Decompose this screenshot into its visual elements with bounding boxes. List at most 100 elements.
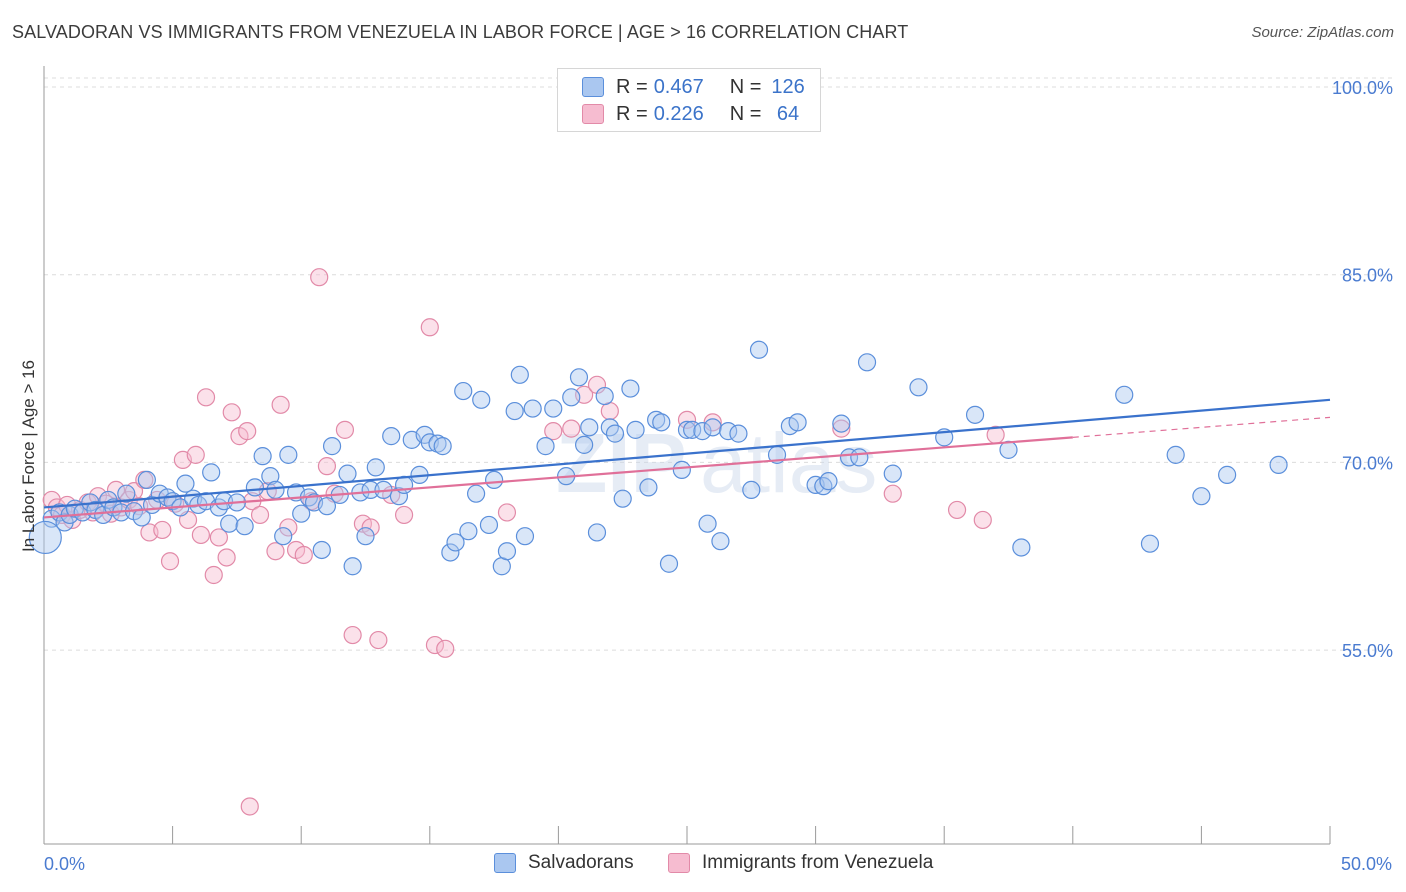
venezuela-point — [394, 505, 414, 525]
salvadoran-point — [613, 489, 632, 508]
salvadoran-point — [814, 477, 833, 496]
salvadoran-point — [1166, 445, 1185, 464]
salvadoran-point — [850, 448, 869, 467]
venezuela-trend-extension — [1072, 416, 1331, 438]
venezuela-point — [160, 552, 180, 571]
venezuela-point — [186, 445, 205, 464]
venezuela-point — [420, 318, 439, 337]
venezuela-trend-line — [43, 436, 1073, 519]
y-tick-label-100: 100.0% — [1332, 78, 1393, 98]
salvadoran-point — [292, 504, 311, 523]
venezuela-point — [562, 419, 581, 438]
chart-title: SALVADORAN VS IMMIGRANTS FROM VENEZUELA … — [12, 22, 909, 42]
salvadoran-point — [626, 420, 645, 439]
legend-row-salvadorans: R = 0.467 N = 126 — [582, 75, 805, 99]
venezuela-point — [196, 388, 216, 407]
salvadoran-point — [857, 353, 877, 372]
salvadoran-point — [117, 484, 136, 503]
salvadoran-point — [505, 401, 524, 421]
salvadoran-point — [446, 533, 465, 552]
salvadoran-point — [652, 413, 671, 432]
legend-n-value-2: 64 — [771, 102, 800, 125]
salvadoran-point — [266, 480, 285, 500]
salvadoran-point — [909, 378, 928, 397]
venezuela-point — [973, 510, 992, 530]
venezuela-point — [250, 505, 270, 525]
series-label-salvadorans: Salvadorans — [528, 852, 634, 873]
venezuela-point — [310, 268, 329, 287]
salvadoran-point — [245, 478, 265, 497]
salvadoran-point — [454, 381, 473, 401]
x-tick-label-max: 50.0% — [1341, 854, 1392, 874]
venezuela-point — [238, 422, 257, 441]
venezuela-point — [317, 457, 337, 476]
salvadoran-point — [479, 515, 499, 535]
trend-lines — [43, 398, 1331, 519]
salvadoran-point — [433, 437, 452, 456]
salvadoran-point — [274, 527, 293, 546]
legend-n-label-2: N = — [729, 102, 762, 125]
salvadoran-point — [137, 470, 156, 490]
salvadoran-point — [639, 478, 658, 497]
salvadoran-point — [1192, 487, 1211, 506]
tick-labels: 55.0% 70.0% 85.0% 100.0% 0.0% 50.0% — [44, 78, 1393, 874]
salvadoran-point — [742, 480, 761, 500]
salvadoran-point — [832, 414, 851, 433]
salvadoran-point — [819, 472, 838, 491]
legend-r-value-1: 0.467 — [653, 75, 704, 98]
y-tick-label-70: 70.0% — [1342, 453, 1393, 473]
series-legend: Salvadorans Immigrants from Venezuela — [0, 852, 1406, 878]
legend-r-label-2: R = — [616, 102, 648, 125]
venezuela-point — [222, 403, 241, 422]
venezuela-points — [42, 268, 1005, 816]
salvadoran-point — [883, 464, 902, 483]
venezuela-point — [153, 520, 172, 540]
salvadoran-trend-line — [43, 398, 1331, 509]
salvadoran-point — [253, 447, 272, 466]
venezuela-point — [279, 518, 298, 537]
salvadoran-point — [312, 540, 331, 560]
y-tick-label-55: 55.0% — [1342, 641, 1393, 661]
salvadoran-point — [510, 365, 529, 384]
legend-n-label-1: N = — [729, 75, 762, 98]
correlation-legend: R = 0.467 N = 126 R = 0.226 N = 64 — [557, 68, 821, 132]
venezuela-point — [240, 797, 259, 816]
legend-row-venezuela: R = 0.226 N = 64 — [582, 102, 799, 126]
venezuela-point — [677, 410, 697, 429]
salvadoran-point — [659, 554, 679, 573]
salvadoran-point — [382, 427, 401, 446]
salvadoran-point — [677, 420, 697, 439]
salvadoran-point — [965, 405, 985, 424]
salvadoran-point — [485, 470, 504, 490]
venezuela-point — [832, 419, 851, 438]
salvadoran-point — [497, 542, 517, 561]
salvadoran-point — [569, 368, 589, 387]
series-legend-salvadorans: Salvadorans — [494, 852, 634, 874]
salvadoran-point — [261, 467, 280, 486]
salvadoran-point — [1115, 385, 1134, 404]
venezuela-point — [204, 565, 223, 585]
salvadoran-point — [317, 497, 337, 516]
venezuela-point — [294, 545, 313, 565]
venezuela-point — [497, 503, 517, 522]
series-swatch-blue — [494, 853, 516, 873]
salvadoran-point — [28, 520, 62, 555]
salvadoran-point — [176, 474, 195, 493]
salvadoran-point — [366, 458, 385, 477]
salvadoran-point — [338, 464, 357, 483]
salvadoran-point — [322, 437, 342, 456]
salvadoran-point — [1269, 455, 1288, 474]
legend-r-label-1: R = — [616, 75, 648, 98]
salvadoran-point — [605, 424, 625, 443]
salvadoran-point — [1140, 534, 1160, 553]
salvadoran-point — [749, 340, 769, 359]
salvadoran-point — [621, 379, 640, 398]
salvadoran-point — [703, 418, 722, 437]
salvadoran-point — [587, 523, 607, 542]
legend-swatch-blue — [582, 77, 604, 97]
salvadoran-point — [492, 557, 511, 576]
salvadoran-point — [515, 527, 535, 546]
salvadoran-point — [562, 388, 581, 407]
series-legend-venezuela: Immigrants from Venezuela — [668, 852, 933, 874]
